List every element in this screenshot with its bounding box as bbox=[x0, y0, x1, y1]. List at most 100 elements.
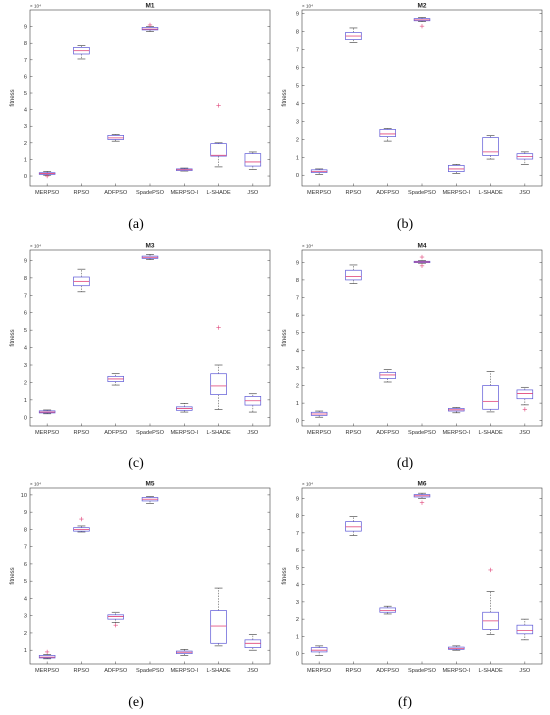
x-tick-label: JSO bbox=[247, 430, 259, 436]
box-body bbox=[345, 269, 362, 281]
y-tick-label: 5 bbox=[24, 579, 27, 585]
chart-panel-2: M2 × 10⁴ fitness 0 1 2 3 4 5 6 7 8 9 MERPSO RPSO ADFPSO… bbox=[282, 3, 543, 232]
outlier-point bbox=[44, 649, 50, 655]
chart-title: M1 bbox=[145, 3, 154, 10]
panel-label: (f) bbox=[398, 695, 412, 710]
box-body bbox=[379, 129, 396, 137]
y-tick-label: 0 bbox=[296, 419, 299, 425]
x-tick-label: MERPSO bbox=[35, 430, 60, 436]
box-body bbox=[448, 164, 465, 172]
y-tick-label: 8 bbox=[296, 30, 299, 36]
y-tick-label: 7 bbox=[296, 296, 299, 302]
y-tick-label: 8 bbox=[24, 527, 27, 533]
plot-frame bbox=[301, 9, 543, 187]
box-body bbox=[210, 143, 227, 157]
y-tick-label: 1 bbox=[296, 634, 299, 640]
y-tick-label: 6 bbox=[296, 313, 299, 319]
box-body bbox=[141, 27, 159, 31]
y-tick-label: 5 bbox=[24, 91, 27, 97]
box-ADFPSO bbox=[379, 128, 396, 142]
x-tick-label: MERPSO-I bbox=[442, 430, 470, 436]
box-L-SHADE bbox=[210, 587, 227, 647]
y-tick-label: 1 bbox=[296, 155, 299, 161]
plot-frame bbox=[301, 487, 543, 665]
panel-label: (a) bbox=[128, 217, 144, 232]
y-tick-label: 9 bbox=[24, 510, 27, 516]
panel-label: (b) bbox=[397, 217, 414, 232]
x-tick-label: MERPSO bbox=[35, 668, 60, 674]
y-exponent-label: × 10⁴ bbox=[302, 4, 313, 9]
box-ADFPSO bbox=[107, 373, 124, 386]
chart-title: M3 bbox=[145, 243, 154, 250]
box-SpadePSO bbox=[413, 254, 431, 269]
box-body bbox=[379, 371, 396, 379]
y-tick-label: 6 bbox=[24, 74, 27, 80]
chart-title: M4 bbox=[417, 243, 426, 250]
box-MERPSO-I bbox=[448, 645, 465, 651]
y-axis-label: fitness bbox=[10, 329, 16, 346]
x-tick-label: SpadePSO bbox=[136, 190, 165, 196]
outlier-point bbox=[419, 23, 425, 29]
x-tick-label: MERPSO-I bbox=[170, 190, 198, 196]
y-tick-label: 7 bbox=[296, 48, 299, 54]
y-tick-label: 4 bbox=[296, 348, 299, 354]
y-tick-label: 9 bbox=[296, 260, 299, 266]
box-MERPSO-I bbox=[176, 167, 193, 172]
x-tick-label: SpadePSO bbox=[408, 430, 437, 436]
y-tick-label: 1 bbox=[24, 398, 27, 404]
x-tick-label: RPSO bbox=[73, 190, 90, 196]
x-tick-label: MERPSO-I bbox=[170, 430, 198, 436]
box-L-SHADE bbox=[210, 103, 227, 168]
x-tick-label: L-SHADE bbox=[478, 430, 503, 436]
x-tick-label: RPSO bbox=[73, 668, 90, 674]
outlier-point bbox=[216, 103, 221, 108]
y-axis-label: fitness bbox=[282, 567, 288, 584]
box-JSO bbox=[516, 618, 534, 641]
x-tick-label: SpadePSO bbox=[136, 668, 165, 674]
x-tick-label: ADFPSO bbox=[376, 190, 400, 196]
y-tick-label: 5 bbox=[24, 328, 27, 334]
x-tick-label: L-SHADE bbox=[206, 190, 231, 196]
panel-label: (e) bbox=[128, 695, 144, 710]
y-tick-label: 5 bbox=[296, 565, 299, 571]
chart-title: M6 bbox=[417, 481, 426, 488]
y-tick-label: 3 bbox=[296, 366, 299, 372]
outlier-point bbox=[488, 567, 493, 573]
panel-label: (d) bbox=[397, 456, 414, 471]
box-ADFPSO bbox=[379, 605, 396, 615]
y-tick-label: 2 bbox=[296, 137, 299, 143]
box-SpadePSO bbox=[141, 254, 159, 260]
box-MERPSO-I bbox=[176, 403, 193, 413]
panel-label: (c) bbox=[128, 456, 144, 471]
x-tick-label: L-SHADE bbox=[206, 430, 231, 436]
x-tick-label: MERPSO bbox=[35, 190, 60, 196]
x-tick-label: ADFPSO bbox=[104, 190, 128, 196]
y-axis-label: fitness bbox=[10, 567, 16, 584]
y-tick-label: 8 bbox=[296, 514, 299, 520]
box-SpadePSO bbox=[413, 17, 431, 29]
chart-panel-5: M5 × 10⁴ fitness 1 2 3 4 5 6 7 8 9 10 MERPSO RPSO ADFPS… bbox=[10, 481, 271, 710]
x-tick-label: JSO bbox=[519, 668, 531, 674]
x-tick-label: RPSO bbox=[345, 668, 362, 674]
y-axis-label: fitness bbox=[282, 89, 288, 106]
y-tick-label: 3 bbox=[24, 124, 27, 130]
x-tick-label: MERPSO-I bbox=[442, 190, 470, 196]
box-body bbox=[210, 610, 227, 644]
y-tick-label: 1 bbox=[24, 648, 27, 654]
x-tick-label: MERPSO-I bbox=[442, 668, 470, 674]
box-MERPSO bbox=[38, 649, 56, 660]
outlier-point bbox=[79, 516, 84, 522]
x-tick-label: ADFPSO bbox=[376, 668, 400, 674]
box-L-SHADE bbox=[210, 325, 227, 410]
box-body bbox=[38, 655, 56, 659]
y-tick-label: 9 bbox=[296, 496, 299, 502]
plot-frame bbox=[29, 487, 271, 665]
box-body bbox=[379, 607, 396, 613]
outlier-point bbox=[44, 173, 50, 179]
y-tick-label: 0 bbox=[24, 415, 27, 421]
y-exponent-label: × 10⁴ bbox=[302, 244, 313, 249]
y-axis-label: fitness bbox=[10, 89, 16, 106]
y-tick-label: 0 bbox=[296, 173, 299, 179]
x-tick-label: ADFPSO bbox=[376, 430, 400, 436]
